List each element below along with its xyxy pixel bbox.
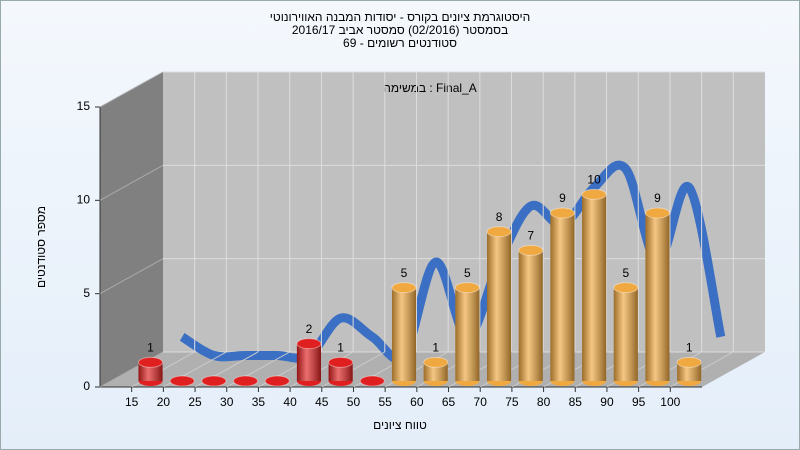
x-tick-label: 75 [505, 395, 519, 409]
x-tick-label: 100 [660, 395, 680, 409]
bar-part [423, 356, 449, 368]
bar [296, 338, 322, 386]
bar-part [613, 282, 639, 294]
x-tick-label: 50 [347, 395, 361, 409]
x-tick-label: 25 [188, 395, 202, 409]
bar-part [233, 375, 259, 387]
bar-part [582, 194, 607, 381]
bar-part [201, 375, 227, 387]
bar [549, 207, 575, 386]
bar [486, 226, 512, 386]
bar-part [137, 356, 164, 368]
left-wall [100, 72, 163, 387]
bar [233, 375, 259, 387]
x-tick-label: 30 [220, 395, 234, 409]
bar-part [169, 375, 195, 387]
y-tick-label: 10 [77, 193, 91, 207]
bar [201, 375, 227, 387]
bar-part [644, 207, 671, 219]
x-tick-label: 80 [537, 395, 551, 409]
bar [644, 207, 671, 386]
data-label: 1 [432, 341, 439, 355]
bar-part [296, 338, 322, 350]
x-tick-label: 60 [410, 395, 424, 409]
bar-part [328, 356, 354, 368]
data-label: 5 [464, 266, 471, 280]
x-tick-label: 35 [252, 395, 266, 409]
bar-part [264, 375, 290, 387]
x-tick-label: 90 [600, 395, 614, 409]
chart-subtitle: בסמסטר (02/2016) סמסטר אביב 2016/17 [292, 23, 508, 37]
data-label: 9 [559, 191, 566, 205]
data-label: 10 [587, 173, 601, 187]
data-label: 1 [686, 341, 693, 355]
bar-part [550, 213, 575, 381]
bar-part [518, 244, 544, 256]
bar [264, 375, 290, 387]
data-label: 7 [527, 229, 534, 243]
bar [676, 356, 702, 386]
bar [391, 282, 417, 386]
annotation: במשימה : Final_A [383, 81, 477, 95]
bar-part [486, 226, 512, 238]
bar-part [455, 287, 480, 381]
bar [359, 375, 385, 387]
data-label: 5 [622, 266, 629, 280]
bar-part [676, 356, 702, 368]
bar-part [645, 213, 670, 381]
bar-part [518, 250, 543, 381]
y-tick-label: 15 [77, 99, 91, 113]
bar-part [328, 362, 353, 381]
data-label: 8 [496, 210, 503, 224]
grid-line [99, 164, 164, 201]
data-label: 5 [401, 266, 408, 280]
bar-part [487, 231, 512, 381]
chart-subtitle: סטודנטים רשומים - 69 [343, 36, 457, 50]
bar-part [138, 362, 163, 381]
bar-part [391, 282, 417, 294]
bar-part [581, 188, 607, 200]
bar-part [454, 282, 480, 294]
data-label: 2 [306, 322, 313, 336]
y-axis-label: מספר סטודנטים [34, 206, 48, 288]
x-tick-label: 40 [283, 395, 297, 409]
x-tick-label: 95 [632, 395, 646, 409]
bar-part [677, 362, 702, 381]
x-tick-label: 65 [442, 395, 456, 409]
bar-part [549, 207, 575, 219]
x-tick-label: 20 [157, 395, 171, 409]
bar [581, 188, 607, 386]
bar-part [296, 343, 321, 381]
y-tick-label: 5 [83, 286, 90, 300]
x-tick-label: 15 [125, 395, 139, 409]
x-tick-label: 70 [474, 395, 488, 409]
bar-part [613, 287, 638, 381]
bar [169, 375, 195, 387]
bar [137, 356, 164, 386]
y-tick-label: 0 [83, 379, 90, 393]
grid-line [99, 258, 164, 295]
data-label: 1 [147, 341, 154, 355]
bar [518, 244, 544, 386]
x-tick-label: 55 [378, 395, 392, 409]
bar-part [423, 362, 448, 381]
bar-part [391, 287, 417, 381]
bar [454, 282, 480, 386]
chart-title: היסטוגרמת ציונים בקורס - יסודות המבנה הא… [270, 10, 530, 24]
bar [613, 282, 639, 386]
data-label: 1 [337, 341, 344, 355]
x-tick-label: 45 [315, 395, 329, 409]
grid-line [99, 71, 164, 108]
x-axis-label: טווח ציונים [373, 418, 427, 432]
x-tick-label: 85 [569, 395, 583, 409]
bar-part [359, 375, 385, 387]
bar [328, 356, 354, 386]
data-label: 9 [654, 191, 661, 205]
bar [423, 356, 449, 386]
